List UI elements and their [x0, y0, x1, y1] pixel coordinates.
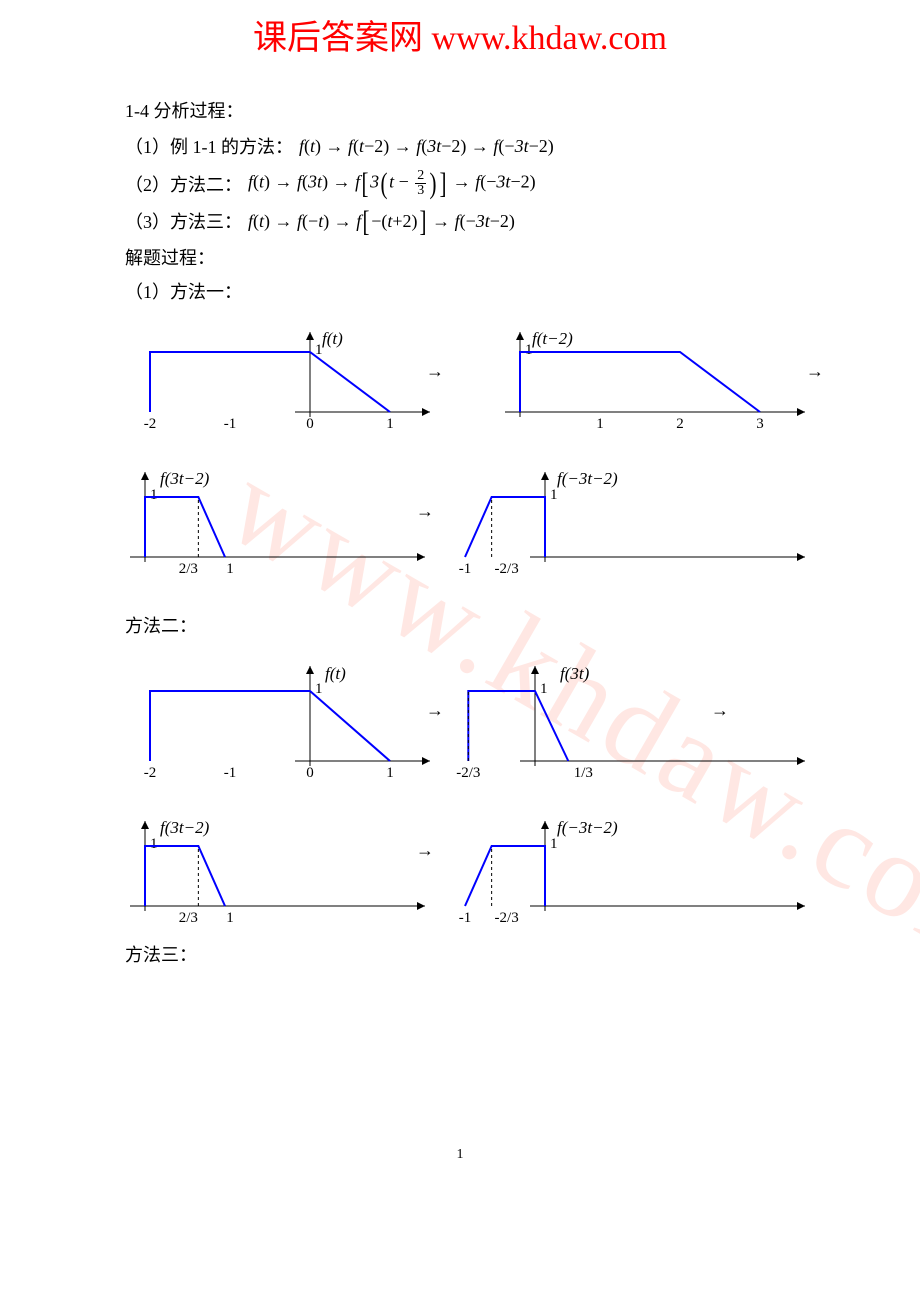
svg-text:-1: -1 [224, 765, 237, 781]
svg-text:1: 1 [226, 910, 234, 926]
svg-text:-2/3: -2/3 [495, 561, 519, 577]
svg-text:→: → [711, 700, 729, 720]
svg-text:-2: -2 [144, 416, 157, 432]
svg-text:f(−3t−2): f(−3t−2) [557, 818, 618, 837]
svg-text:1: 1 [150, 487, 158, 503]
svg-text:1: 1 [550, 487, 558, 503]
method2-svg: f(t)1-2-101→f(3t)1-2/31/3→f(3t−2)12/31→f… [125, 646, 825, 926]
svg-text:f(3t): f(3t) [560, 664, 590, 683]
svg-text:f(3t−2): f(3t−2) [160, 469, 210, 488]
svg-text:→: → [416, 501, 434, 521]
section-title: 1-4 分析过程： [125, 97, 830, 123]
step-2-label: （2）方法二： [125, 171, 242, 197]
svg-text:→: → [426, 700, 444, 720]
step-3-formula: f(t) → f(−t) → f[−(t+2)] → f(−3t−2) [248, 211, 515, 232]
svg-text:2/3: 2/3 [179, 561, 198, 577]
svg-text:f(3t−2): f(3t−2) [160, 818, 210, 837]
svg-text:-1: -1 [459, 561, 472, 577]
svg-text:0: 0 [306, 765, 314, 781]
step-1-formula: f(t) → f(t−2) → f(3t−2) → f(−3t−2) [299, 136, 554, 157]
svg-text:-2: -2 [144, 765, 157, 781]
step-1-label: （1）例 1-1 的方法： [125, 133, 293, 159]
svg-text:0: 0 [306, 416, 314, 432]
svg-text:→: → [806, 361, 824, 381]
svg-text:f(t): f(t) [325, 664, 346, 683]
svg-text:1/3: 1/3 [574, 765, 593, 781]
page-number: 1 [0, 1147, 920, 1163]
svg-text:→: → [426, 361, 444, 381]
step-2-formula: f(t) → f(3t) → f[3(t − 23)] → f(−3t−2) [248, 169, 536, 198]
svg-text:-2/3: -2/3 [456, 765, 480, 781]
svg-text:f(t−2): f(t−2) [532, 329, 573, 348]
svg-text:1: 1 [386, 416, 394, 432]
svg-text:1: 1 [525, 342, 533, 358]
method2-charts: f(t)1-2-101→f(3t)1-2/31/3→f(3t−2)12/31→f… [125, 646, 825, 926]
header-title: 课后答案网 www.khdaw.com [253, 20, 667, 57]
svg-text:1: 1 [226, 561, 234, 577]
svg-text:-1: -1 [224, 416, 237, 432]
svg-text:→: → [416, 840, 434, 860]
step-3: （3）方法三： f(t) → f(−t) → f[−(t+2)] → f(−3t… [125, 208, 830, 234]
solve-label: 解题过程： [125, 244, 830, 270]
step-2: （2）方法二： f(t) → f(3t) → f[3(t − 23)] → f(… [125, 169, 830, 198]
method3-label: 方法三： [125, 941, 830, 967]
svg-text:1: 1 [386, 765, 394, 781]
step-1: （1）例 1-1 的方法： f(t) → f(t−2) → f(3t−2) → … [125, 133, 830, 159]
method2-label: 方法二： [125, 612, 830, 638]
svg-text:1: 1 [550, 836, 558, 852]
svg-text:2: 2 [676, 416, 684, 432]
svg-text:1: 1 [150, 836, 158, 852]
svg-text:1: 1 [540, 681, 548, 697]
method1-charts: f(t)1-2-101→f(t−2)1123→f(3t−2)12/31→f(−3… [125, 312, 825, 592]
svg-text:1: 1 [315, 681, 323, 697]
svg-text:1: 1 [596, 416, 604, 432]
svg-text:f(−3t−2): f(−3t−2) [557, 469, 618, 488]
svg-text:3: 3 [756, 416, 764, 432]
svg-text:-1: -1 [459, 910, 472, 926]
page-header: 课后答案网 www.khdaw.com [0, 0, 920, 89]
method1-label: （1）方法一： [125, 278, 830, 304]
step-3-label: （3）方法三： [125, 208, 242, 234]
svg-text:f(t): f(t) [322, 329, 343, 348]
method1-svg: f(t)1-2-101→f(t−2)1123→f(3t−2)12/31→f(−3… [125, 312, 825, 592]
svg-text:2/3: 2/3 [179, 910, 198, 926]
svg-text:-2/3: -2/3 [495, 910, 519, 926]
